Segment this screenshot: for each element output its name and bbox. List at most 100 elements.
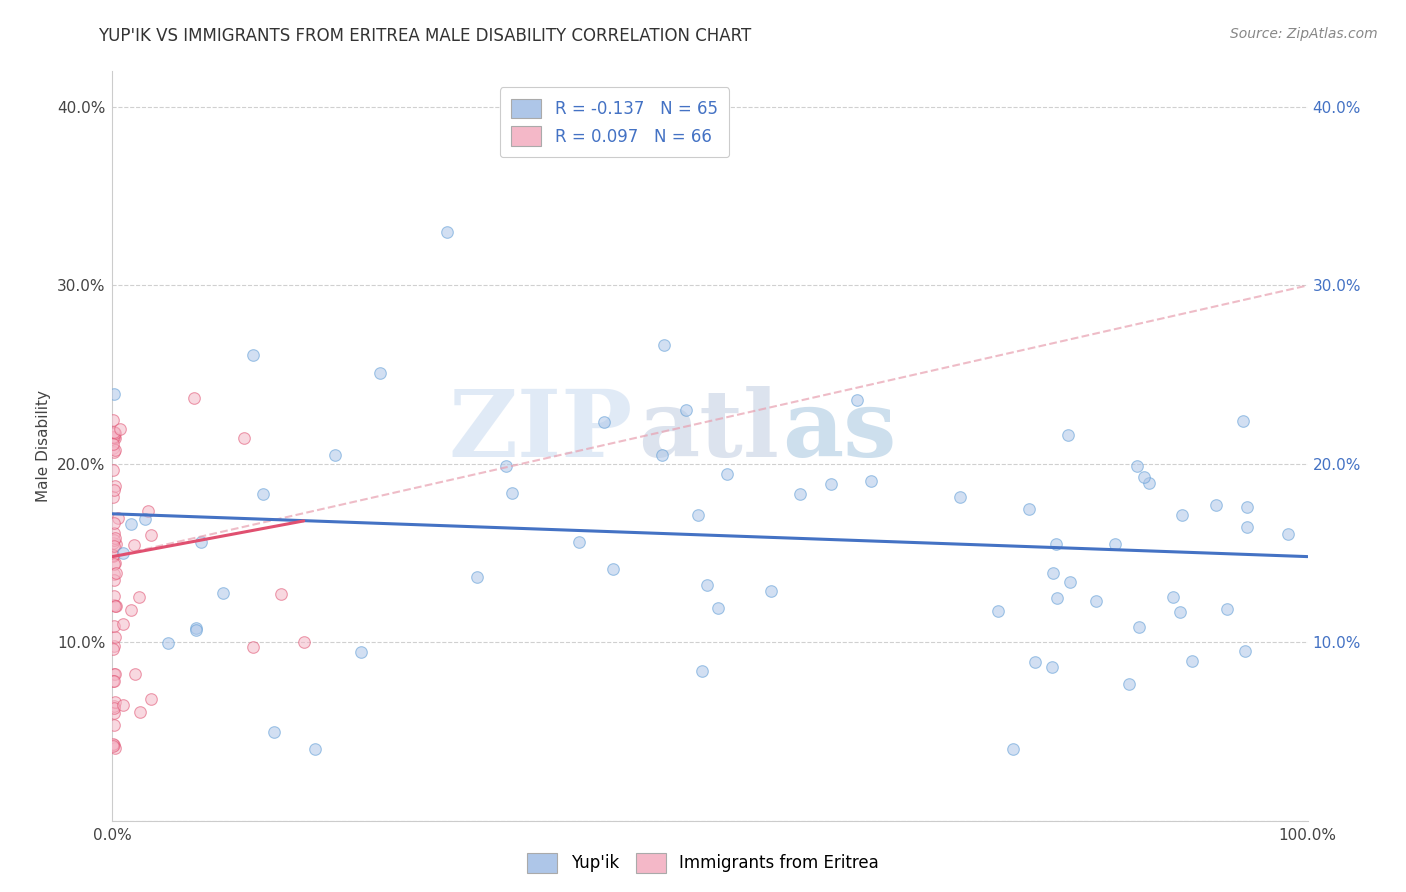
Point xyxy=(270,587,292,601)
Point xyxy=(789,487,811,501)
Point xyxy=(101,441,124,455)
Point xyxy=(1045,537,1067,551)
Point xyxy=(111,698,134,713)
Point xyxy=(186,621,208,635)
Point xyxy=(1104,536,1126,550)
Point xyxy=(101,430,124,444)
Point xyxy=(101,642,124,657)
Point xyxy=(860,475,883,489)
Point xyxy=(103,738,125,752)
Point xyxy=(103,698,125,713)
Point xyxy=(1128,620,1150,634)
Point xyxy=(232,431,254,445)
Point xyxy=(1137,475,1160,490)
Point xyxy=(1002,742,1025,756)
Point xyxy=(949,490,972,504)
Point xyxy=(263,725,285,739)
Point xyxy=(1024,656,1046,670)
Point xyxy=(104,443,127,458)
Point xyxy=(602,561,624,575)
Point xyxy=(465,570,488,584)
Point xyxy=(103,425,125,439)
Point xyxy=(101,413,124,427)
Point xyxy=(110,422,132,436)
Point xyxy=(1057,427,1080,442)
Text: atl: atl xyxy=(638,386,779,476)
Point xyxy=(103,701,125,715)
Point xyxy=(103,386,125,401)
Point xyxy=(101,490,124,504)
Point xyxy=(987,604,1010,618)
Point xyxy=(1018,502,1040,516)
Point xyxy=(112,616,135,631)
Point xyxy=(128,705,150,719)
Point xyxy=(495,459,517,474)
Point xyxy=(120,517,142,532)
Point xyxy=(101,437,124,451)
Text: as: as xyxy=(782,386,896,476)
Point xyxy=(103,567,125,582)
Point xyxy=(1205,499,1227,513)
Point xyxy=(707,601,730,615)
Point xyxy=(122,538,145,552)
Point xyxy=(696,578,718,592)
Point xyxy=(101,463,124,477)
Point xyxy=(759,584,782,599)
Point xyxy=(101,549,124,564)
Point xyxy=(103,516,125,531)
Point xyxy=(104,599,127,613)
Point xyxy=(104,479,127,493)
Point xyxy=(436,225,458,239)
Point xyxy=(242,640,264,654)
Point xyxy=(157,636,180,650)
Point xyxy=(1170,508,1192,522)
Point xyxy=(211,585,233,599)
Point xyxy=(103,430,125,444)
Point xyxy=(349,645,371,659)
Point xyxy=(1232,414,1254,428)
Point xyxy=(101,536,124,550)
Point xyxy=(651,449,673,463)
Point xyxy=(103,526,125,541)
Point xyxy=(103,639,125,653)
Point xyxy=(1132,469,1154,483)
Point xyxy=(101,739,124,753)
Point xyxy=(120,603,142,617)
Point xyxy=(1161,591,1184,605)
Point xyxy=(103,673,125,688)
Point xyxy=(104,425,127,440)
Point xyxy=(104,556,127,570)
Text: Source: ZipAtlas.com: Source: ZipAtlas.com xyxy=(1230,27,1378,41)
Point xyxy=(103,717,125,731)
Point xyxy=(567,535,589,549)
Point xyxy=(103,557,125,571)
Point xyxy=(104,537,127,551)
Point xyxy=(1236,500,1258,515)
Point xyxy=(184,623,207,637)
Point xyxy=(104,695,127,709)
Point xyxy=(103,619,125,633)
Point xyxy=(103,533,125,548)
Point xyxy=(104,566,127,581)
Point xyxy=(690,664,713,678)
Point xyxy=(101,673,124,688)
Point xyxy=(104,667,127,681)
Point xyxy=(104,431,127,445)
Point xyxy=(1236,520,1258,534)
Point xyxy=(845,392,868,407)
Point xyxy=(1181,654,1204,668)
Point xyxy=(1277,527,1299,541)
Point xyxy=(1126,458,1149,473)
Point xyxy=(103,573,125,587)
Point xyxy=(675,403,697,417)
Point xyxy=(242,348,264,362)
Point xyxy=(652,338,675,352)
Point xyxy=(107,511,129,525)
Point xyxy=(1084,594,1107,608)
Point xyxy=(292,635,315,649)
Legend: R = -0.137   N = 65, R = 0.097   N = 66: R = -0.137 N = 65, R = 0.097 N = 66 xyxy=(499,87,730,157)
Point xyxy=(134,512,156,526)
Point xyxy=(103,445,125,459)
Text: ZIP: ZIP xyxy=(449,386,633,476)
Text: YUP'IK VS IMMIGRANTS FROM ERITREA MALE DISABILITY CORRELATION CHART: YUP'IK VS IMMIGRANTS FROM ERITREA MALE D… xyxy=(98,27,752,45)
